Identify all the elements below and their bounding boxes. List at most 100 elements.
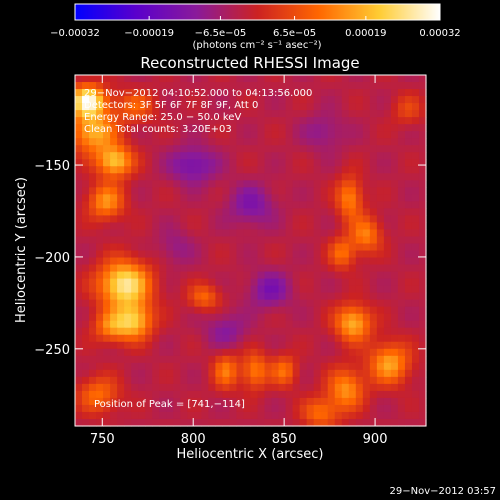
heatmap-cell: [138, 201, 146, 209]
heatmap-cell: [355, 215, 364, 224]
heatmap-cell: [131, 180, 139, 188]
heatmap-cell: [89, 131, 97, 139]
heatmap-cell: [271, 201, 280, 209]
heatmap-cell: [229, 194, 238, 202]
heatmap-cell: [383, 82, 392, 90]
heatmap-cell: [292, 313, 301, 322]
heatmap-cell: [75, 145, 83, 153]
heatmap-cell: [180, 327, 188, 336]
heatmap-cell: [250, 397, 259, 406]
heatmap-cell: [362, 292, 371, 301]
heatmap-cell: [264, 173, 273, 181]
heatmap-cell: [418, 404, 427, 413]
heatmap-cell: [173, 341, 181, 350]
heatmap-cell: [341, 397, 350, 406]
heatmap-cell: [355, 390, 364, 399]
heatmap-cell: [376, 110, 385, 118]
heatmap-cell: [257, 418, 266, 427]
heatmap-cell: [82, 383, 90, 392]
heatmap-cell: [180, 404, 188, 413]
heatmap-cell: [215, 138, 224, 146]
heatmap-cell: [397, 236, 406, 245]
heatmap-cell: [369, 334, 378, 343]
heatmap-cell: [250, 278, 259, 287]
heatmap-cell: [418, 327, 427, 336]
heatmap-cell: [117, 194, 125, 202]
heatmap-cell: [285, 187, 294, 195]
heatmap-cell: [285, 166, 294, 174]
heatmap-cell: [369, 369, 378, 378]
heatmap-cell: [187, 390, 195, 399]
heatmap-cell: [355, 96, 364, 104]
heatmap-cell: [278, 166, 287, 174]
heatmap-cell: [103, 117, 111, 125]
heatmap-cell: [173, 397, 181, 406]
heatmap-cell: [166, 264, 174, 273]
annotation-energy-range: Energy Range: 25.0 − 50.0 keV: [84, 112, 241, 123]
heatmap-cell: [411, 334, 420, 343]
heatmap-cell: [271, 306, 280, 315]
heatmap-cell: [418, 166, 427, 174]
heatmap-cell: [299, 152, 308, 160]
heatmap-cell: [383, 306, 392, 315]
heatmap-cell: [362, 82, 371, 90]
heatmap-cell: [327, 320, 336, 329]
heatmap-cell: [110, 215, 118, 224]
heatmap-cell: [103, 334, 111, 343]
heatmap-cell: [397, 250, 406, 259]
heatmap-cell: [75, 264, 83, 273]
heatmap-cell: [327, 334, 336, 343]
heatmap-cell: [75, 313, 83, 322]
heatmap-cell: [362, 166, 371, 174]
heatmap-cell: [236, 166, 245, 174]
heatmap-cell: [313, 96, 322, 104]
heatmap-cell: [110, 201, 118, 209]
heatmap-cell: [82, 257, 90, 266]
heatmap-cell: [124, 124, 132, 132]
heatmap-cell: [75, 138, 83, 146]
heatmap-cell: [264, 138, 273, 146]
heatmap-cell: [341, 208, 350, 216]
heatmap-cell: [299, 348, 308, 357]
heatmap-cell: [355, 131, 364, 139]
heatmap-cell: [348, 103, 357, 111]
heatmap-cell: [173, 173, 181, 181]
heatmap-cell: [187, 264, 195, 273]
heatmap-cell: [201, 313, 209, 322]
heatmap-cell: [243, 187, 252, 195]
heatmap-cell: [285, 285, 294, 294]
heatmap-cell: [257, 404, 266, 413]
heatmap-cell: [124, 215, 132, 224]
heatmap-cell: [159, 194, 167, 202]
heatmap-cell: [75, 201, 83, 209]
heatmap-cell: [138, 75, 146, 83]
heatmap-cell: [411, 159, 420, 167]
heatmap-cell: [138, 362, 146, 371]
heatmap-cell: [187, 320, 195, 329]
heatmap-cell: [376, 152, 385, 160]
heatmap-cell: [264, 89, 273, 97]
heatmap-cell: [96, 159, 104, 167]
heatmap-cell: [103, 187, 111, 195]
heatmap-cell: [404, 103, 413, 111]
heatmap-cell: [306, 313, 315, 322]
heatmap-cell: [383, 229, 392, 238]
heatmap-cell: [229, 187, 238, 195]
heatmap-cell: [404, 124, 413, 132]
heatmap-cell: [117, 145, 125, 153]
heatmap-cell: [208, 264, 216, 273]
heatmap-cell: [418, 138, 427, 146]
heatmap-cell: [355, 110, 364, 118]
y-tick-label: −200: [34, 251, 70, 266]
heatmap-cell: [313, 334, 322, 343]
heatmap-cell: [152, 145, 160, 153]
heatmap-cell: [404, 75, 413, 83]
heatmap-cell: [166, 145, 174, 153]
heatmap-cell: [82, 222, 90, 231]
heatmap-cell: [306, 376, 315, 385]
heatmap-cell: [187, 257, 195, 266]
heatmap-cell: [194, 362, 202, 371]
heatmap-cell: [278, 411, 287, 420]
heatmap-cell: [159, 124, 167, 132]
heatmap-cell: [390, 320, 399, 329]
